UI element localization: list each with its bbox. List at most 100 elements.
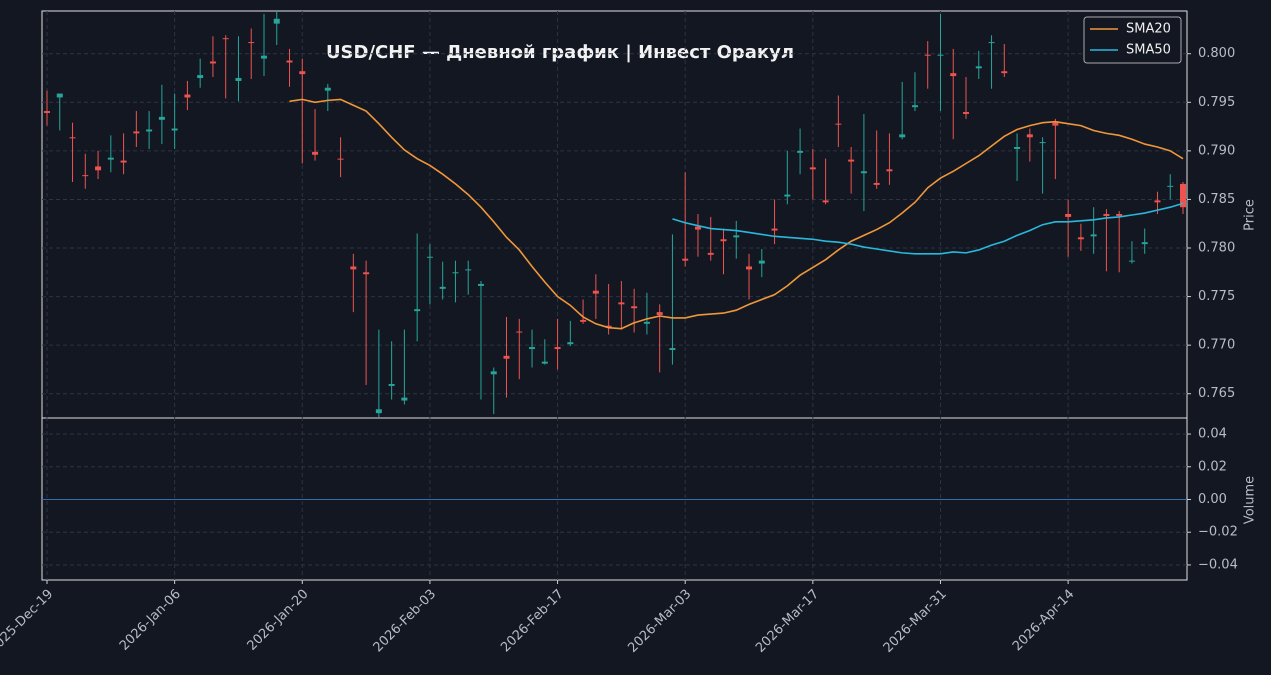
candle-body: [618, 302, 625, 305]
candle-body: [107, 157, 114, 160]
candle-body: [299, 71, 306, 75]
candle-body: [197, 75, 204, 79]
y-tick-label: −0.04: [1198, 557, 1238, 572]
candle-body: [746, 266, 753, 270]
candle-body: [120, 160, 127, 163]
candle-body: [477, 283, 484, 286]
candle-body: [950, 73, 957, 77]
candle-body: [529, 347, 536, 350]
candle-body: [375, 409, 382, 414]
candle-body: [337, 158, 344, 160]
candle-body: [848, 159, 855, 162]
y-tick-label: 0.780: [1198, 241, 1235, 256]
x-tick-label: 2026-Mar-17: [753, 587, 822, 656]
candle-body: [963, 112, 970, 114]
x-tick-label: 2026-Jan-20: [245, 587, 312, 654]
candle-body: [388, 384, 395, 386]
legend-label: SMA50: [1126, 43, 1171, 58]
x-tick-label: 2026-Feb-03: [371, 587, 440, 656]
candle-body: [414, 309, 421, 312]
y-tick-label: 0.00: [1198, 492, 1227, 507]
candle-body: [133, 131, 140, 134]
candle-body: [235, 78, 242, 81]
candle-body: [656, 312, 663, 316]
candle-body: [988, 42, 995, 44]
candle-body: [324, 87, 331, 91]
candle-body: [44, 111, 50, 113]
candle-body: [911, 105, 918, 108]
sma-line: [672, 202, 1184, 255]
x-tick-label: 2026-Mar-31: [881, 587, 950, 656]
y-tick-label: 0.770: [1198, 338, 1235, 353]
candle-body: [363, 272, 370, 275]
candle-body: [171, 128, 178, 131]
candle-body: [209, 61, 216, 64]
candle-body: [784, 194, 791, 197]
candle-body: [69, 137, 76, 139]
candle-body: [554, 347, 561, 350]
x-tick-label: 2026-Apr-14: [1010, 587, 1077, 654]
candle-body: [401, 397, 408, 401]
candle-body: [260, 55, 267, 59]
candle-body: [1141, 242, 1148, 245]
candle-body: [146, 129, 153, 132]
candle-body: [56, 93, 63, 98]
candle-body: [426, 256, 433, 258]
y-tick-label: 0.790: [1198, 143, 1235, 158]
candle-body: [605, 325, 612, 328]
volume-axis-label: Volume: [1243, 476, 1258, 524]
candle-body: [248, 42, 255, 44]
candle-body: [669, 348, 676, 351]
candle-body: [924, 54, 931, 56]
candle-body: [350, 266, 357, 270]
y-tick-label: 0.04: [1198, 427, 1227, 442]
candle-body: [860, 171, 867, 174]
price-panel: [41, 10, 1188, 419]
candle-body: [797, 150, 804, 153]
candle-body: [158, 116, 165, 120]
candle-body: [758, 260, 765, 264]
sma-line: [289, 98, 1184, 330]
candle-body: [937, 54, 944, 56]
candle-body: [771, 228, 778, 231]
candle-body: [822, 200, 829, 203]
candle-body: [1001, 71, 1008, 74]
x-tick-label: 2026-Mar-03: [625, 587, 694, 656]
candle-body: [184, 94, 191, 98]
candle-body: [707, 252, 714, 255]
candle-body: [1180, 183, 1186, 208]
candle-body: [682, 258, 689, 261]
candle-body: [1128, 260, 1135, 262]
candle-body: [95, 166, 102, 171]
y-axis-label: Price: [1243, 199, 1258, 231]
candle-body: [503, 355, 510, 359]
candle-body: [452, 272, 459, 274]
candle-body: [439, 286, 446, 289]
candle-body: [1026, 134, 1033, 138]
candle-body: [886, 169, 893, 172]
x-tick-label: 2025-Dec-19: [0, 587, 56, 657]
candle-body: [1090, 234, 1097, 237]
candle-body: [1065, 214, 1072, 217]
candle-body: [1052, 122, 1059, 126]
candle-body: [1077, 237, 1084, 240]
y-tick-label: 0.785: [1198, 192, 1235, 207]
candle-body: [1154, 200, 1161, 203]
candle-body: [286, 60, 293, 63]
candle-body: [82, 175, 89, 177]
candle-body: [541, 361, 548, 364]
x-tick-label: 2026-Feb-17: [498, 587, 567, 656]
y-tick-label: 0.765: [1198, 386, 1235, 401]
candle-body: [490, 371, 497, 375]
candle-body: [720, 239, 727, 242]
candle-body: [1014, 146, 1021, 149]
candle-body: [975, 66, 982, 69]
candle-body: [465, 269, 472, 271]
y-tick-label: 0.775: [1198, 289, 1235, 304]
legend-label: SMA20: [1126, 22, 1171, 37]
candle-body: [567, 342, 574, 345]
candle-body: [312, 151, 319, 155]
y-tick-label: 0.800: [1198, 46, 1235, 61]
y-tick-label: −0.02: [1198, 525, 1238, 540]
